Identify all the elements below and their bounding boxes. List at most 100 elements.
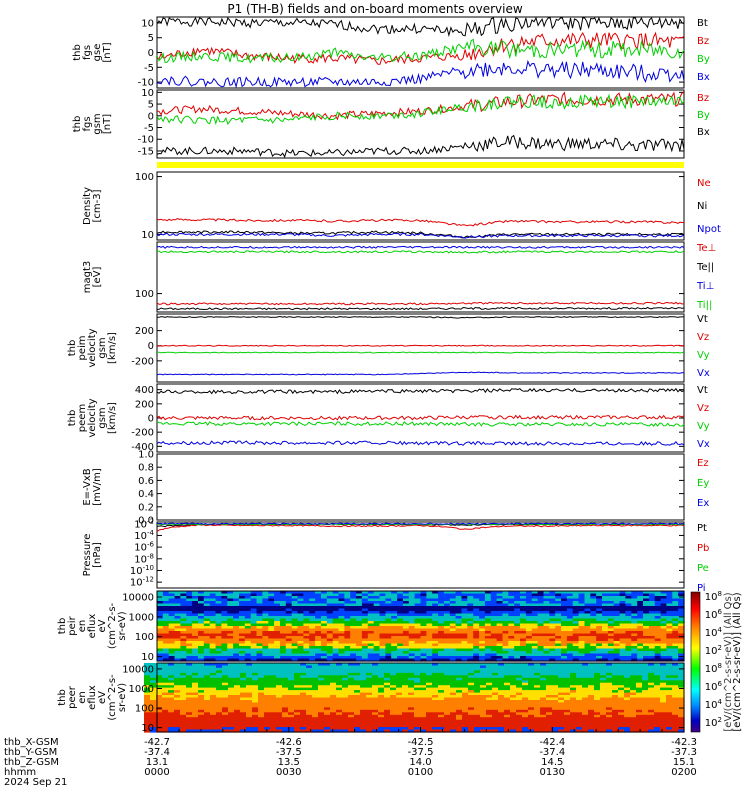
spectrogram-cell [309, 646, 316, 650]
spectrogram-cell [612, 690, 619, 694]
spectrogram-cell [492, 704, 499, 708]
spectrogram-cell [516, 663, 523, 667]
spectrogram-cell [390, 695, 397, 699]
spectrogram-cell [215, 636, 223, 640]
spectrogram-cell [602, 621, 609, 625]
spectrogram-cell [144, 700, 151, 704]
spectrogram-cell [631, 653, 638, 657]
spectrogram-cell [543, 653, 550, 657]
spectrogram-cell [498, 697, 505, 701]
spectrogram-cell [306, 707, 313, 711]
spectrogram-cell [354, 682, 361, 686]
spectrogram-cell [300, 697, 307, 701]
spectrogram-cell [450, 677, 457, 681]
spectrogram-cell [612, 677, 619, 681]
spectrogram-cell [510, 704, 517, 708]
spectrogram-cell [612, 729, 619, 733]
spectrogram-cell [414, 690, 421, 694]
spectrogram-cell [294, 667, 301, 671]
spectrogram-cell [414, 709, 421, 713]
spectrogram-cell [607, 618, 615, 622]
spectrogram-cell [600, 722, 607, 726]
spectrogram-cell [570, 685, 577, 689]
spectrogram-cell [168, 641, 176, 645]
spectrogram-cell [426, 626, 433, 630]
spectrogram-cell [198, 704, 205, 708]
spectrogram-cell [594, 729, 601, 733]
spectrogram-cell [468, 700, 475, 704]
spectrogram-cell [227, 633, 234, 637]
spectrogram-cell [426, 623, 433, 627]
spectrogram-cell [168, 665, 175, 669]
spectrogram-cell [303, 628, 310, 632]
spectrogram-cell [186, 598, 193, 602]
spectrogram-cell [356, 631, 363, 635]
spectrogram-cell [648, 631, 656, 635]
spectrogram-cell [291, 616, 299, 620]
spectrogram-cell [288, 670, 295, 674]
spectrogram-cell [252, 685, 259, 689]
spectrogram-cell [157, 593, 164, 597]
spectrogram-cell [338, 616, 345, 620]
spectrogram-cell [391, 651, 398, 655]
spectrogram-cell [262, 633, 269, 637]
spectrogram-cell [321, 636, 328, 640]
spectrogram-cell [356, 656, 363, 660]
spectrogram-cell [549, 601, 556, 605]
spectrogram-cell [270, 717, 277, 721]
spectrogram-cell [203, 656, 211, 660]
spectrogram-cell [443, 628, 451, 632]
spectrogram-cell [246, 665, 253, 669]
spectrogram-cell [285, 633, 293, 637]
spectrogram-cell [528, 722, 535, 726]
spectrogram-cell [228, 707, 235, 711]
spectrogram-cell [350, 606, 357, 610]
spectrogram-cell [360, 695, 367, 699]
spectrogram-cell [162, 677, 169, 681]
spectrogram-cell [210, 724, 217, 728]
spectrogram-cell [356, 653, 363, 657]
spectrogram-cell [256, 608, 263, 612]
spectrogram-cell [555, 628, 562, 632]
spectrogram-cell [294, 700, 301, 704]
spectrogram-cell [570, 690, 577, 694]
spectrogram-cell [534, 704, 541, 708]
spectrogram-cell [385, 621, 392, 625]
spectrogram-cell [402, 672, 409, 676]
spectrogram-cell [240, 690, 247, 694]
spectrogram-cell [449, 651, 457, 655]
spectrogram-cell [502, 651, 509, 655]
spectrogram-cell [590, 653, 597, 657]
spectrogram-cell [215, 613, 223, 617]
spectrogram-cell [256, 593, 263, 597]
spectrogram-cell [631, 621, 638, 625]
spectrogram-cell [438, 611, 445, 615]
spectrogram-cell [496, 648, 504, 652]
spectrogram-cell [342, 670, 349, 674]
spectrogram-cell [600, 729, 607, 733]
spectrogram-cell [198, 613, 205, 617]
spectrogram-cell [150, 687, 157, 691]
spectrogram-cell [203, 628, 211, 632]
spectrogram-cell [372, 687, 379, 691]
spectrogram-cell [594, 707, 601, 711]
spectrogram-cell [297, 593, 304, 597]
y-axis-label: thb [72, 44, 83, 61]
spectrogram-cell [234, 687, 241, 691]
spectrogram-cell [637, 638, 644, 642]
spectrogram-cell [332, 658, 340, 662]
spectrogram-cell [294, 675, 301, 679]
spectrogram-cell [654, 618, 662, 622]
spectrogram-cell [144, 667, 151, 671]
spectrogram-cell [168, 638, 176, 642]
spectrogram-cell [274, 606, 281, 610]
spectrogram-cell [312, 665, 319, 669]
spectrogram-cell [378, 690, 385, 694]
spectrogram-cell [449, 618, 457, 622]
spectrogram-cell [660, 616, 668, 620]
spectrogram-cell [618, 717, 625, 721]
spectrogram-cell [342, 682, 349, 686]
spectrogram-cell [356, 651, 363, 655]
spectrogram-cell [438, 687, 445, 691]
spectrogram-cell [648, 643, 656, 647]
